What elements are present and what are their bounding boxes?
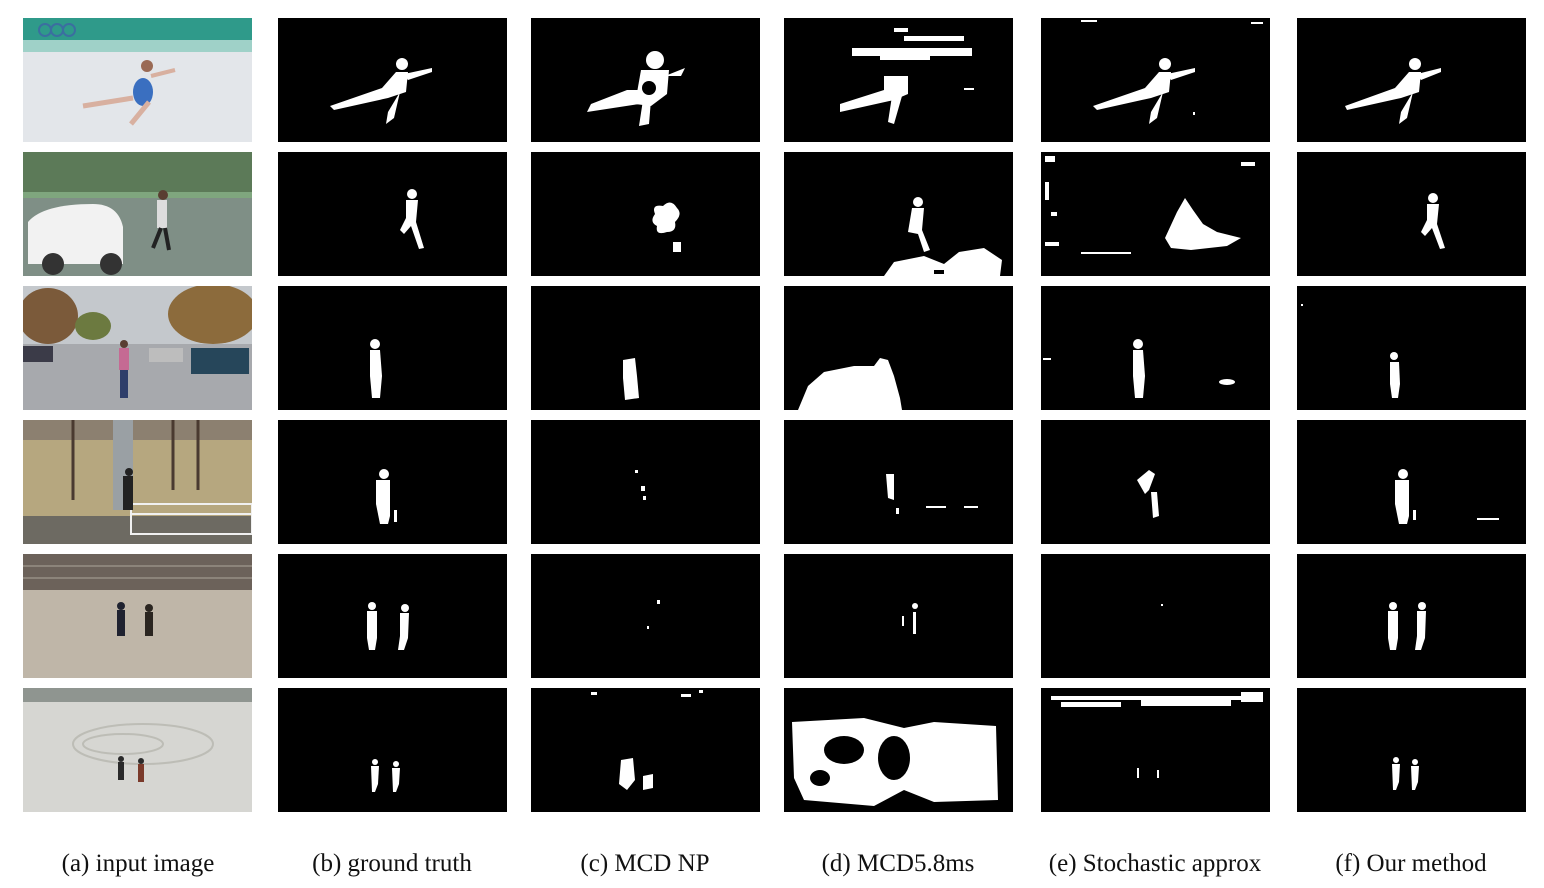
- stochastic-mask-fence: [1041, 420, 1270, 544]
- mcd-5-8ms-mask-snow-plaza: [784, 688, 1013, 812]
- mcd-5-8ms-skater-blobs: [840, 28, 974, 124]
- skater-photo: [23, 18, 252, 142]
- mcd-5-8ms-plaza-specks: [902, 603, 918, 634]
- stochastic-mask-parking-lot: [1041, 286, 1270, 410]
- mcd-np-mask-parking-lot: [531, 286, 760, 410]
- caption-mcd-5-8ms: (d) MCD5.8ms: [821, 850, 975, 877]
- ours-skater-silhouette: [1345, 58, 1441, 124]
- parking-lot-photo: [23, 286, 252, 410]
- stochastic-fence-blobs: [1137, 470, 1159, 518]
- mcd-5-8ms-mask-fence: [784, 420, 1013, 544]
- gt-mask-skater: [278, 18, 507, 142]
- pedestrian-photo: [23, 152, 252, 276]
- column-input-image: [23, 18, 252, 822]
- mcd-np-parking-lot-blobs: [623, 358, 639, 400]
- mcd-np-mask-plaza: [531, 554, 760, 678]
- ours-mask-pedestrian: [1297, 152, 1526, 276]
- stochastic-mask-pedestrian: [1041, 152, 1270, 276]
- stochastic-pedestrian-blobs: [1045, 156, 1255, 254]
- ours-parking-lot-silhouette: [1301, 304, 1400, 398]
- mcd-np-mask-fence: [531, 420, 760, 544]
- mcd-np-mask-snow-plaza: [531, 688, 760, 812]
- caption-ground-truth: (b) ground truth: [312, 850, 472, 877]
- mcd-5-8ms-mask-plaza: [784, 554, 1013, 678]
- stochastic-snow-plaza-band: [1051, 692, 1263, 778]
- column-stochastic-approx: [1041, 18, 1270, 822]
- gt-mask-parking-lot: [278, 286, 507, 410]
- stochastic-parking-lot-silhouette: [1043, 339, 1235, 398]
- mcd-5-8ms-mask-parking-lot: [784, 286, 1013, 410]
- input-image-pedestrian: [23, 152, 252, 276]
- mcd-np-mask-pedestrian: [531, 152, 760, 276]
- snow-plaza-photo: [23, 688, 252, 812]
- mcd-np-mask-skater: [531, 18, 760, 142]
- ours-mask-plaza: [1297, 554, 1526, 678]
- ours-snow-plaza-silhouette: [1392, 757, 1419, 790]
- ours-mask-parking-lot: [1297, 286, 1526, 410]
- mcd-np-skater-blobs: [587, 51, 685, 126]
- gt-mask-fence: [278, 420, 507, 544]
- plaza-photo: [23, 554, 252, 678]
- stochastic-mask-skater: [1041, 18, 1270, 142]
- caption-input-image: (a) input image: [61, 850, 215, 877]
- mcd-np-plaza-specks: [647, 600, 660, 629]
- gt-mask-snow-plaza: [278, 688, 507, 812]
- skater-silhouette: [330, 58, 432, 124]
- gt-mask-pedestrian: [278, 152, 507, 276]
- mcd-np-pedestrian-blobs: [652, 202, 681, 252]
- caption-our-method: (f) Our method: [1335, 850, 1487, 877]
- stochastic-plaza-specks: [1161, 604, 1163, 606]
- ours-pedestrian-silhouette: [1421, 193, 1445, 249]
- input-image-skater: [23, 18, 252, 142]
- mcd-5-8ms-pedestrian-blobs: [884, 197, 1002, 276]
- column-mcd-5-8ms: [784, 18, 1013, 822]
- mcd-np-fence-specks: [635, 470, 646, 500]
- fence-photo: [23, 420, 252, 544]
- mcd-5-8ms-parking-lot-blob: [798, 358, 902, 410]
- mcd-5-8ms-fence-specks: [886, 474, 978, 514]
- stochastic-skater-silhouette: [1081, 20, 1263, 124]
- column-our-method: [1297, 18, 1526, 822]
- caption-stochastic-approx: (e) Stochastic approx: [1048, 850, 1262, 877]
- plaza-silhouette: [367, 602, 409, 650]
- caption-mcd-np: (c) MCD NP: [580, 850, 710, 877]
- mcd-np-snow-plaza-blobs: [591, 690, 703, 790]
- column-mcd-np: [531, 18, 760, 822]
- input-image-snow-plaza: [23, 688, 252, 812]
- input-image-fence: [23, 420, 252, 544]
- input-image-parking-lot: [23, 286, 252, 410]
- parking-lot-silhouette: [370, 339, 382, 398]
- stochastic-mask-plaza: [1041, 554, 1270, 678]
- ours-mask-skater: [1297, 18, 1526, 142]
- gt-mask-plaza: [278, 554, 507, 678]
- stochastic-mask-snow-plaza: [1041, 688, 1270, 812]
- ours-mask-fence: [1297, 420, 1526, 544]
- input-image-plaza: [23, 554, 252, 678]
- ours-fence-silhouette: [1395, 469, 1499, 524]
- pedestrian-silhouette: [400, 189, 424, 249]
- column-ground-truth: [278, 18, 507, 822]
- mcd-5-8ms-mask-skater: [784, 18, 1013, 142]
- fence-silhouette: [376, 469, 397, 524]
- ours-mask-snow-plaza: [1297, 688, 1526, 812]
- snow-plaza-silhouette: [371, 759, 400, 792]
- mcd-5-8ms-snow-plaza-blobs: [792, 718, 998, 806]
- ours-plaza-silhouette: [1388, 602, 1426, 650]
- mcd-5-8ms-mask-pedestrian: [784, 152, 1013, 276]
